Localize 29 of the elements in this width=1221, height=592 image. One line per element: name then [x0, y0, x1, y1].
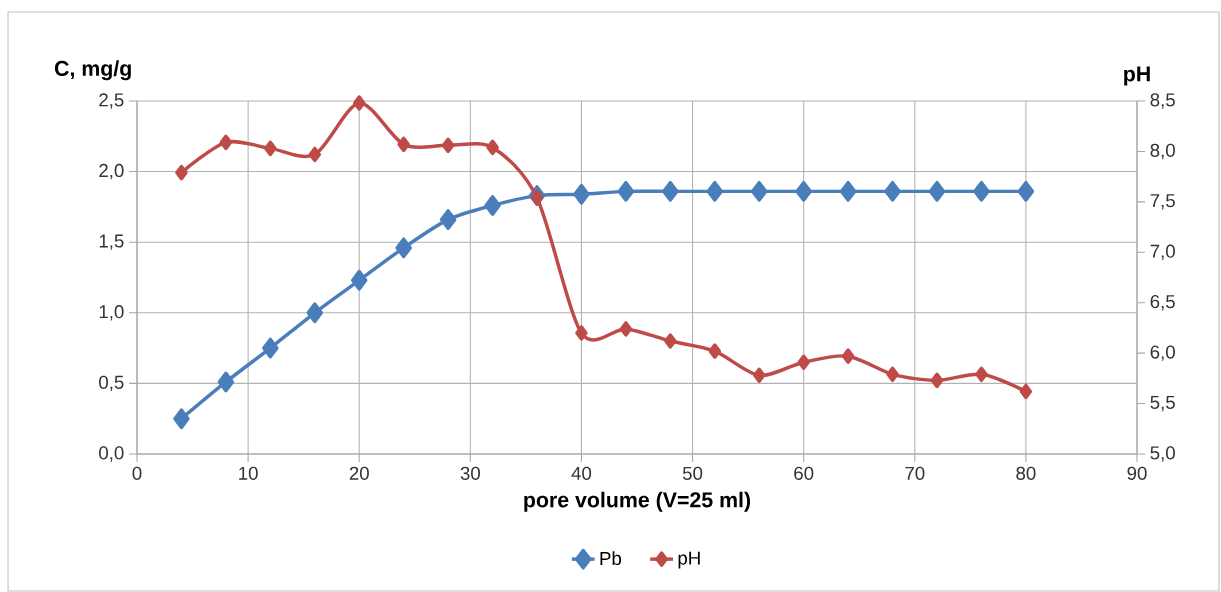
legend-label: pH — [678, 551, 700, 569]
y-tick-label: 0,0 — [99, 446, 124, 462]
x-tick-label: 60 — [794, 466, 814, 480]
x-tick-label: 30 — [460, 466, 480, 480]
y-tick-label: 1,0 — [99, 305, 124, 321]
y-tick-label: 2,0 — [99, 163, 124, 180]
y2-tick-label: 7,0 — [1150, 244, 1175, 260]
y2-tick-label: 8,0 — [1150, 143, 1175, 160]
x-tick-label: 40 — [571, 466, 592, 480]
x-tick-label: 20 — [349, 466, 369, 480]
y2-tick-label: 6,5 — [1150, 294, 1175, 311]
x-tick-label: 50 — [682, 466, 703, 480]
x-tick-label: 70 — [905, 466, 925, 480]
x-tick-label: 0 — [132, 466, 142, 480]
x-tick-label: 80 — [1016, 466, 1036, 480]
y2-tick-label: 8,5 — [1150, 93, 1175, 109]
y-tick-label: 0,5 — [99, 375, 124, 392]
y2-tick-label: 5,0 — [1150, 446, 1175, 462]
y2-axis-title: pH — [1124, 66, 1150, 86]
y2-tick-label: 7,5 — [1150, 194, 1175, 210]
legend-label: Pb — [600, 551, 622, 566]
y-axis-title: C, mg/g — [54, 60, 131, 81]
x-tick-label: 90 — [1127, 466, 1147, 480]
y-tick-label: 2,5 — [99, 93, 124, 109]
x-tick-label: 10 — [239, 466, 258, 480]
x-axis-title: pore volume (V=25 ml) — [524, 491, 751, 512]
y-tick-label: 1,5 — [99, 234, 124, 250]
y2-tick-label: 6,0 — [1150, 345, 1175, 361]
y2-tick-label: 5,5 — [1150, 395, 1175, 412]
